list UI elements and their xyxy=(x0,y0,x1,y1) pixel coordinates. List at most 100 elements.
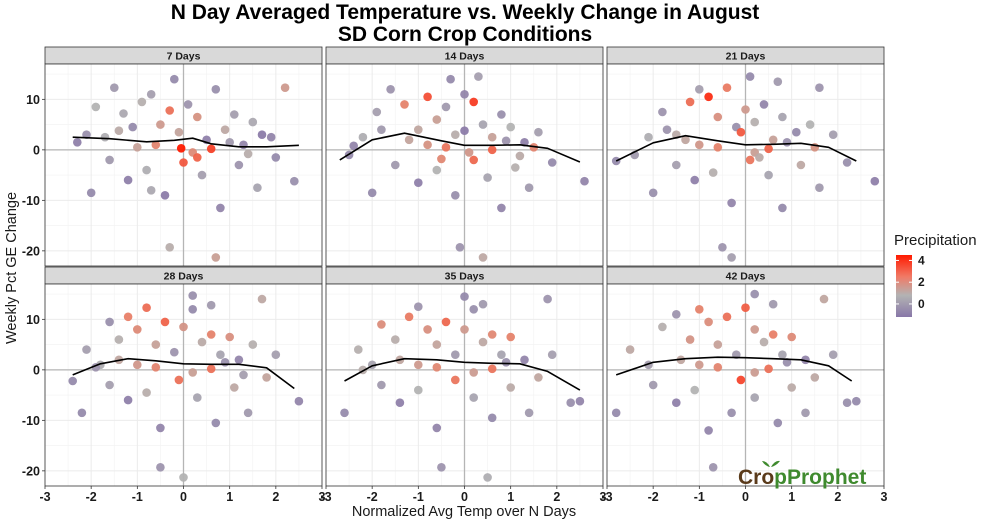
data-point xyxy=(142,303,151,313)
data-point xyxy=(170,347,179,357)
data-point xyxy=(377,125,386,134)
data-point xyxy=(142,388,151,397)
data-point xyxy=(257,130,267,139)
data-point xyxy=(105,155,114,165)
data-point xyxy=(206,300,216,310)
data-point xyxy=(243,408,253,418)
x-tick-label: -1 xyxy=(413,490,424,504)
x-tick-label: 2 xyxy=(272,490,279,504)
chart-title-line-2: SD Corn Crop Conditions xyxy=(337,23,593,46)
data-point xyxy=(469,97,479,107)
data-point xyxy=(179,158,188,167)
data-point xyxy=(414,385,423,395)
data-point xyxy=(745,155,755,165)
data-point xyxy=(160,191,170,200)
data-point xyxy=(206,330,216,339)
data-point xyxy=(580,176,589,186)
data-point xyxy=(506,332,515,342)
data-point xyxy=(225,138,234,147)
data-point xyxy=(156,120,165,129)
trend-line xyxy=(72,357,295,390)
x-tick-label: -3 xyxy=(601,490,612,504)
data-point xyxy=(750,368,759,377)
data-point xyxy=(460,292,469,301)
data-point xyxy=(165,243,174,252)
data-point xyxy=(234,355,244,365)
data-point xyxy=(432,340,442,349)
data-point xyxy=(478,120,488,129)
data-point xyxy=(82,130,91,139)
data-point xyxy=(225,332,234,342)
x-tick-label: 3 xyxy=(600,490,607,504)
data-point xyxy=(708,463,718,472)
data-point xyxy=(704,426,713,435)
data-point xyxy=(77,408,87,418)
data-point xyxy=(114,335,124,344)
data-point xyxy=(487,145,497,155)
data-point xyxy=(736,127,746,137)
data-point xyxy=(648,380,658,390)
trend-line xyxy=(339,132,581,163)
data-point xyxy=(105,380,114,390)
data-point xyxy=(501,136,511,146)
y-tick-label: -10 xyxy=(22,414,40,428)
data-point xyxy=(768,330,778,339)
data-point xyxy=(183,100,193,109)
trend-line xyxy=(72,136,299,148)
data-point xyxy=(211,253,221,262)
data-point xyxy=(483,173,492,182)
data-point xyxy=(294,396,304,406)
data-point xyxy=(695,140,704,150)
data-point xyxy=(782,358,792,367)
data-point xyxy=(146,90,156,99)
y-tick-label: 10 xyxy=(26,313,40,327)
data-point xyxy=(441,143,451,152)
data-point xyxy=(446,74,455,84)
data-point xyxy=(160,317,170,327)
data-point xyxy=(123,395,133,405)
data-point xyxy=(248,117,258,127)
data-point xyxy=(672,398,681,408)
data-point xyxy=(524,408,534,418)
data-point xyxy=(497,350,506,360)
data-point xyxy=(718,243,727,252)
x-axis-title: Normalized Avg Temp over N Days xyxy=(352,504,576,520)
data-point xyxy=(575,396,585,406)
data-point xyxy=(736,375,746,385)
data-point xyxy=(506,383,515,392)
data-point xyxy=(216,350,225,360)
x-tick-label: 0 xyxy=(180,490,187,504)
data-point xyxy=(460,126,469,135)
data-point xyxy=(487,330,497,339)
data-point xyxy=(377,320,386,329)
data-point xyxy=(497,110,506,119)
panel-border xyxy=(606,63,885,267)
data-point xyxy=(188,305,197,314)
data-point xyxy=(414,125,423,134)
facet-strip-label: 21 Days xyxy=(726,51,766,63)
data-point xyxy=(625,345,635,354)
data-point xyxy=(704,92,713,102)
data-point xyxy=(483,473,492,482)
data-point xyxy=(174,375,184,385)
data-point xyxy=(230,383,239,392)
data-point xyxy=(547,158,557,167)
y-axis-title: Weekly Pct GE Change xyxy=(4,192,20,344)
data-point xyxy=(690,385,699,395)
data-point xyxy=(156,463,165,472)
data-point xyxy=(648,188,658,198)
data-point xyxy=(174,127,184,137)
data-point xyxy=(547,350,557,360)
data-point xyxy=(741,105,750,114)
data-point xyxy=(810,373,820,382)
data-point xyxy=(372,107,382,117)
data-point xyxy=(805,120,815,129)
data-point xyxy=(708,168,718,177)
data-point xyxy=(133,143,142,152)
data-point xyxy=(815,183,824,192)
data-point xyxy=(170,74,179,84)
data-point xyxy=(188,291,197,300)
data-point xyxy=(764,144,773,154)
data-point xyxy=(750,289,759,299)
data-point xyxy=(745,72,755,81)
